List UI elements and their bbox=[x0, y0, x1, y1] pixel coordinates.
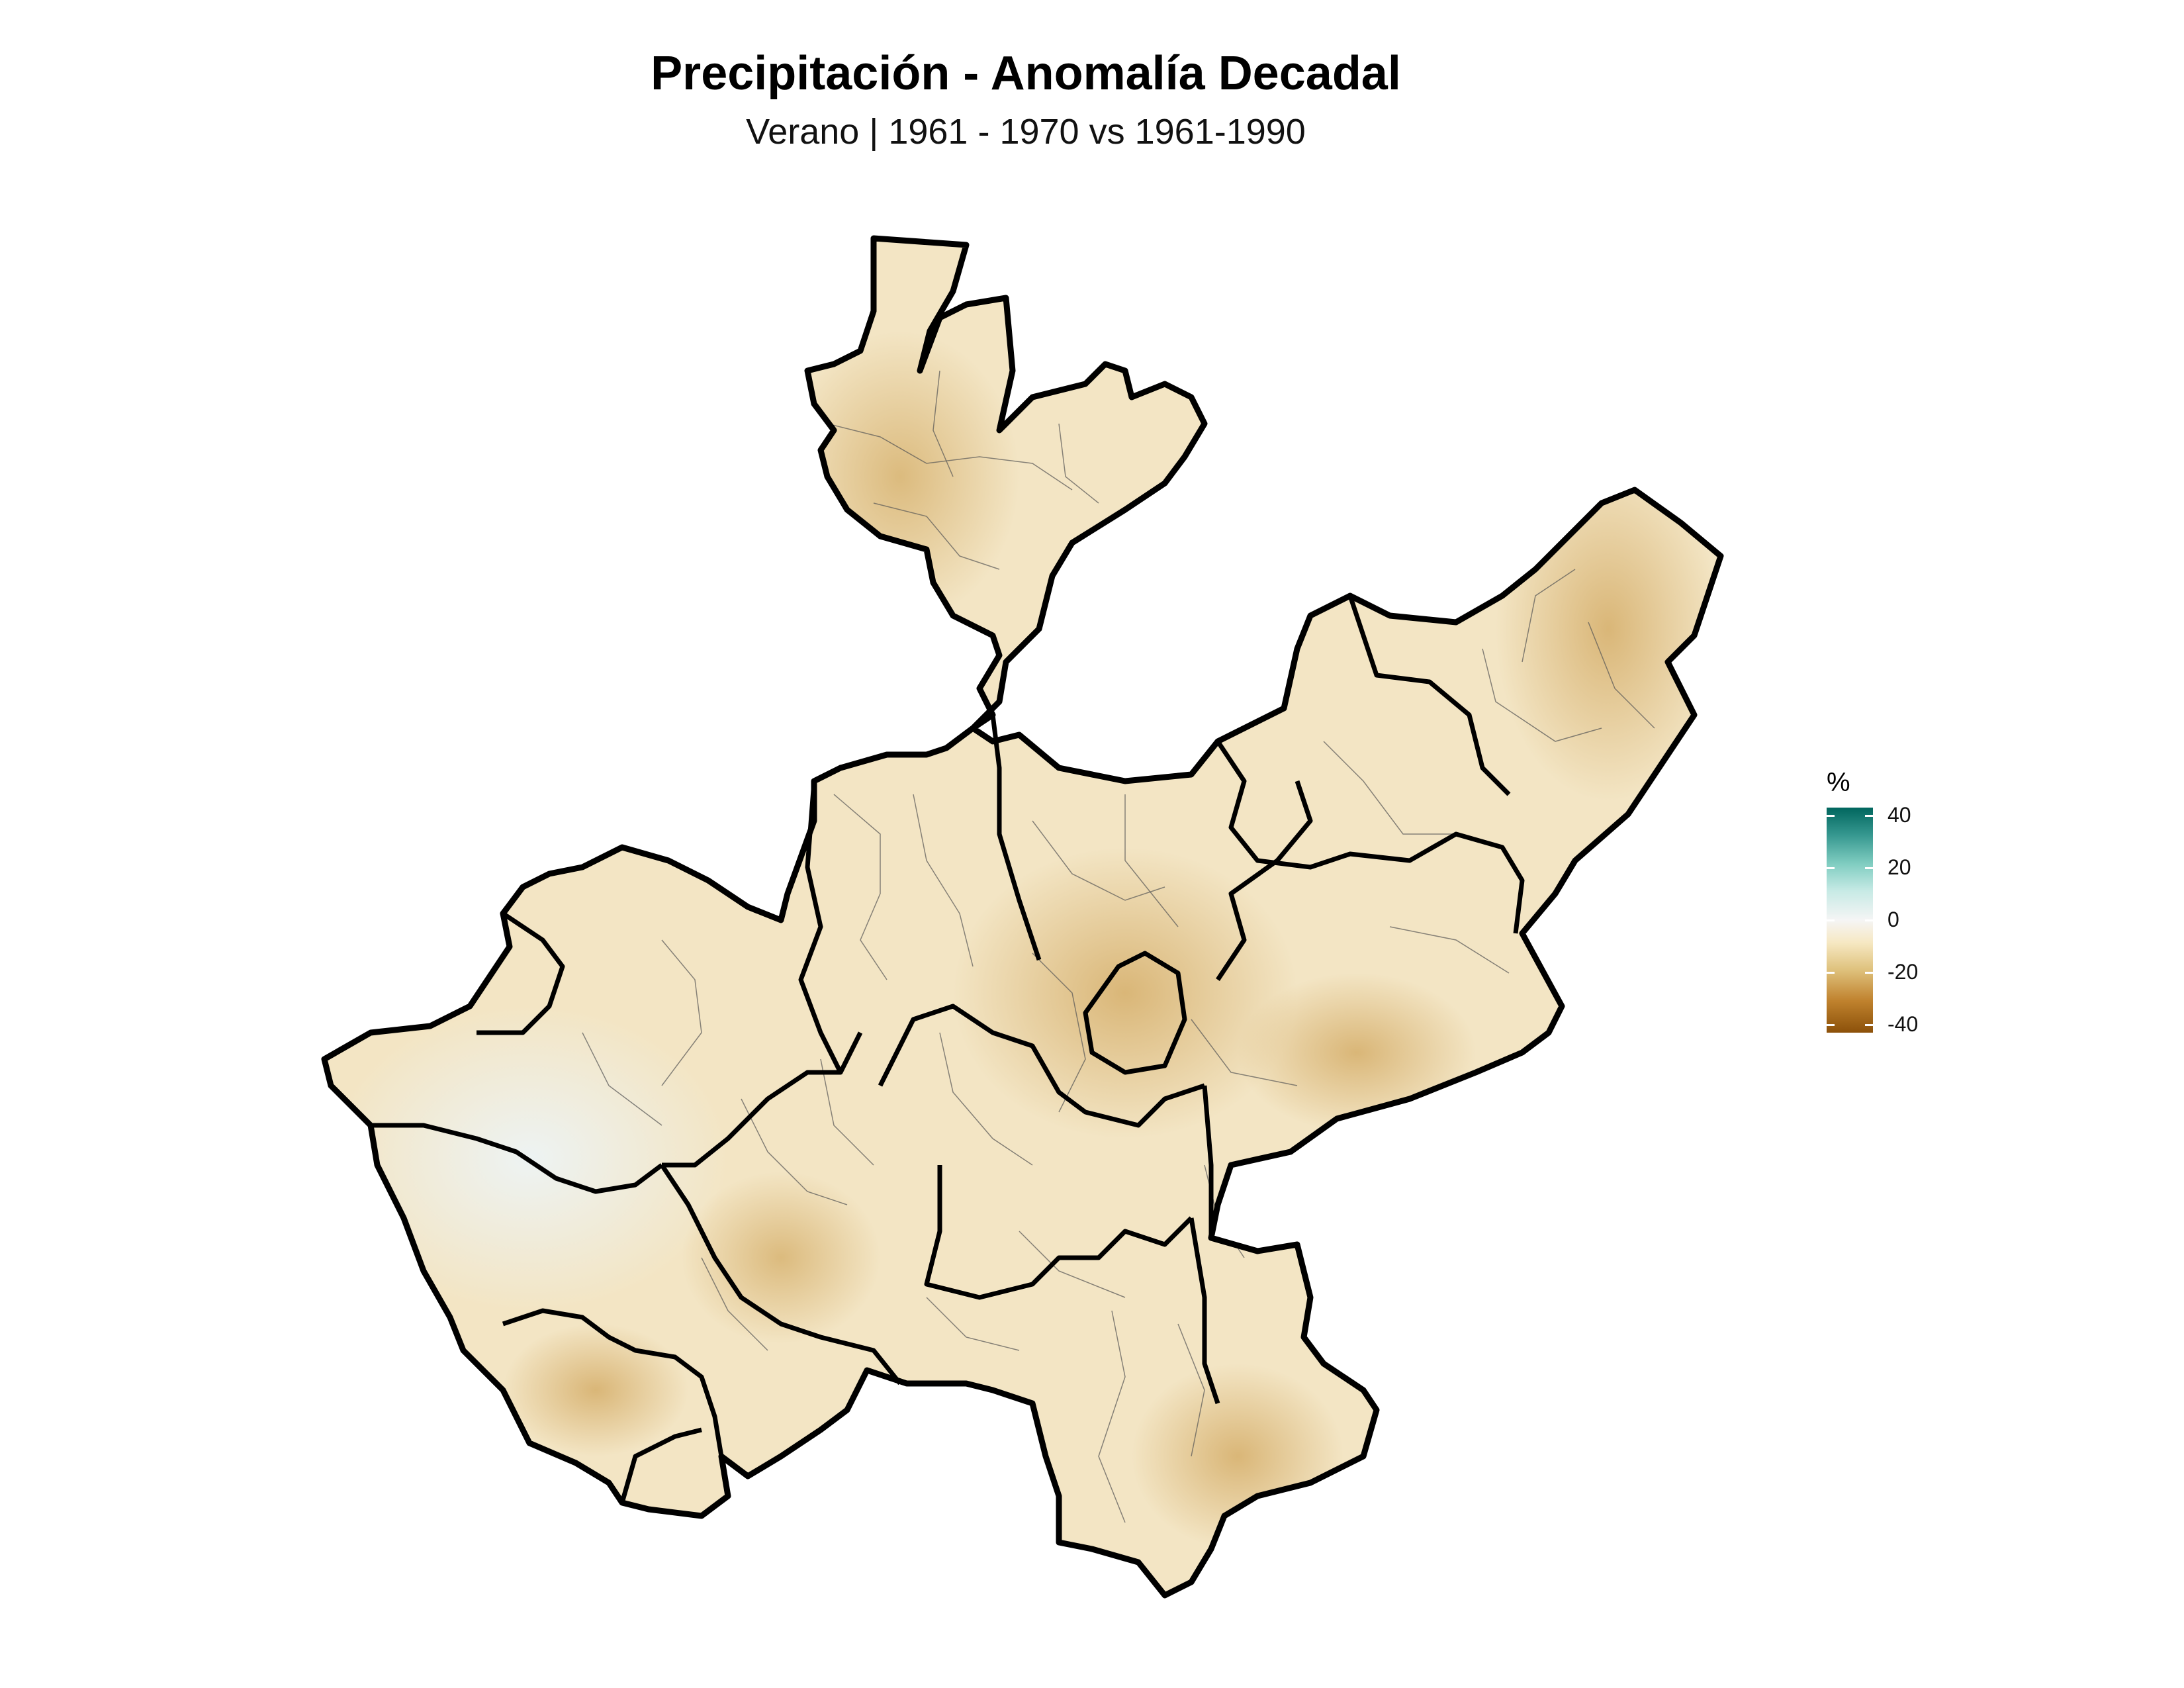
dry-zone-westcentral bbox=[682, 1172, 880, 1344]
map-title: Precipitación - Anomalía Decadal bbox=[651, 47, 1401, 100]
region-line-costa-sur bbox=[619, 1427, 702, 1503]
legend-tick-mark bbox=[1827, 972, 1835, 974]
region-line-west bbox=[660, 1164, 902, 1385]
region-line-cienaga bbox=[1202, 1085, 1214, 1238]
dry-zone-southeast bbox=[1132, 1364, 1343, 1549]
region-line-gdl bbox=[1083, 951, 1187, 1075]
legend-tick-label: 0 bbox=[1888, 908, 1899, 931]
legend-tick-label: 20 bbox=[1888, 855, 1911, 879]
legend-tick-mark bbox=[1865, 867, 1873, 869]
legend-tick-mark bbox=[1827, 814, 1835, 817]
legend-tick-mark bbox=[1827, 1024, 1835, 1027]
region-line-altos-inner bbox=[1216, 780, 1313, 981]
legend-tick-label: -20 bbox=[1888, 960, 1919, 984]
region-line-altos-norte bbox=[1216, 740, 1525, 934]
region-line-central-south bbox=[924, 1165, 1193, 1300]
legend-title: % bbox=[1827, 768, 1850, 797]
legend-tick-mark bbox=[1865, 1024, 1873, 1027]
legend-tick-label: -40 bbox=[1888, 1012, 1919, 1037]
dry-zone-north bbox=[781, 331, 1019, 622]
region-line-costa-norte bbox=[477, 912, 565, 1035]
region-line-southwest bbox=[502, 1308, 724, 1457]
region-line-center-north bbox=[990, 714, 1042, 961]
legend-tick-mark bbox=[1827, 919, 1835, 921]
region-line-coast-north bbox=[371, 1123, 664, 1194]
region-line-west-north bbox=[662, 1070, 841, 1168]
region-line-central bbox=[878, 1004, 1206, 1128]
region-line-southeast bbox=[1189, 1217, 1220, 1405]
map-subtitle: Verano | 1961 - 1970 vs 1961-1990 bbox=[746, 112, 1306, 152]
legend-tick-mark bbox=[1865, 919, 1873, 921]
municipal-boundaries bbox=[582, 370, 1655, 1523]
anomaly-shading bbox=[331, 331, 1721, 1549]
region-line-altos-east bbox=[1347, 594, 1511, 796]
legend-tick-mark bbox=[1865, 814, 1873, 817]
dry-zone-northeast bbox=[1496, 457, 1721, 801]
state-outline bbox=[321, 235, 1724, 1599]
legend-tick-mark bbox=[1827, 867, 1835, 869]
dry-zone-southwest bbox=[503, 1324, 688, 1456]
dry-zone-center bbox=[953, 847, 1297, 1139]
legend-tick-mark bbox=[1865, 972, 1873, 974]
dry-zone-east bbox=[1238, 973, 1476, 1132]
color-legend: % 40 20 0 -20 -40 bbox=[1827, 768, 1959, 1072]
legend-tick-label: 40 bbox=[1888, 802, 1911, 827]
